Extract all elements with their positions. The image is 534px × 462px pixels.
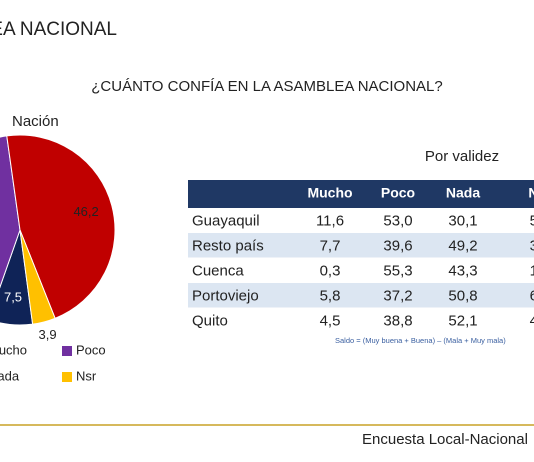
table-cell: 0,3 [320, 262, 341, 279]
table-cell: 3,5 [530, 237, 534, 254]
table-cell: 37,2 [383, 287, 412, 304]
pie-slice [19, 229, 56, 325]
legend-swatch [62, 346, 72, 356]
table-cell: 11,6 [316, 212, 344, 229]
column-header: Nsr [528, 185, 534, 201]
row-label: Guayaquil [192, 212, 260, 229]
table-cell: 4,5 [320, 312, 341, 329]
row-label: Resto país [192, 237, 264, 254]
table-cell: 30,1 [448, 212, 477, 229]
table-title: Por validez [425, 148, 499, 165]
data-label: 3,9 [39, 327, 57, 342]
table-cell: 6,2 [530, 287, 534, 304]
subtitle: ¿CUÁNTO CONFÍA EN LA ASAMBLEA NACIONAL? [91, 78, 443, 95]
table-cell: 5,3 [530, 212, 534, 229]
data-label: 7,5 [4, 289, 22, 304]
table-cell: 52,1 [448, 312, 477, 329]
table-cell: 39,6 [383, 237, 412, 254]
table-cell: 50,8 [448, 287, 477, 304]
row-label: Portoviejo [192, 287, 259, 304]
row-label: Cuenca [192, 262, 244, 279]
legend-label: Poco [76, 342, 106, 357]
table-row-band [188, 233, 534, 258]
table-cell: 7,7 [320, 237, 341, 254]
slide-title: ASAMBLEA NACIONAL [0, 19, 117, 40]
legend-swatch [62, 372, 72, 382]
data-label: 46,2 [73, 204, 98, 219]
table-header [188, 180, 534, 208]
row-label: Quito [192, 312, 228, 329]
chart-title: Nación [12, 113, 59, 130]
table-cell: 1,1 [530, 262, 534, 279]
table-cell: 43,3 [448, 262, 477, 279]
legend-label: Mucho [0, 342, 27, 357]
table-cell: 53,0 [383, 212, 412, 229]
table-cell: 5,8 [320, 287, 341, 304]
legend-label: Nada [0, 368, 20, 383]
table-cell: 55,3 [383, 262, 412, 279]
column-header: Mucho [307, 185, 352, 201]
legend-label: Nsr [76, 368, 97, 383]
table-cell: 49,2 [448, 237, 477, 254]
table-note: Saldo = (Muy buena + Buena) – (Mala + Mu… [335, 336, 506, 345]
table-cell: 4,6 [530, 312, 534, 329]
footer-text: Encuesta Local-Nacional [362, 431, 528, 448]
pie-slice [6, 134, 116, 319]
column-header: Nada [446, 185, 480, 201]
pie-slice [0, 135, 21, 289]
table-row-band [188, 283, 534, 308]
column-header: Poco [381, 185, 415, 201]
table-cell: 38,8 [383, 312, 412, 329]
